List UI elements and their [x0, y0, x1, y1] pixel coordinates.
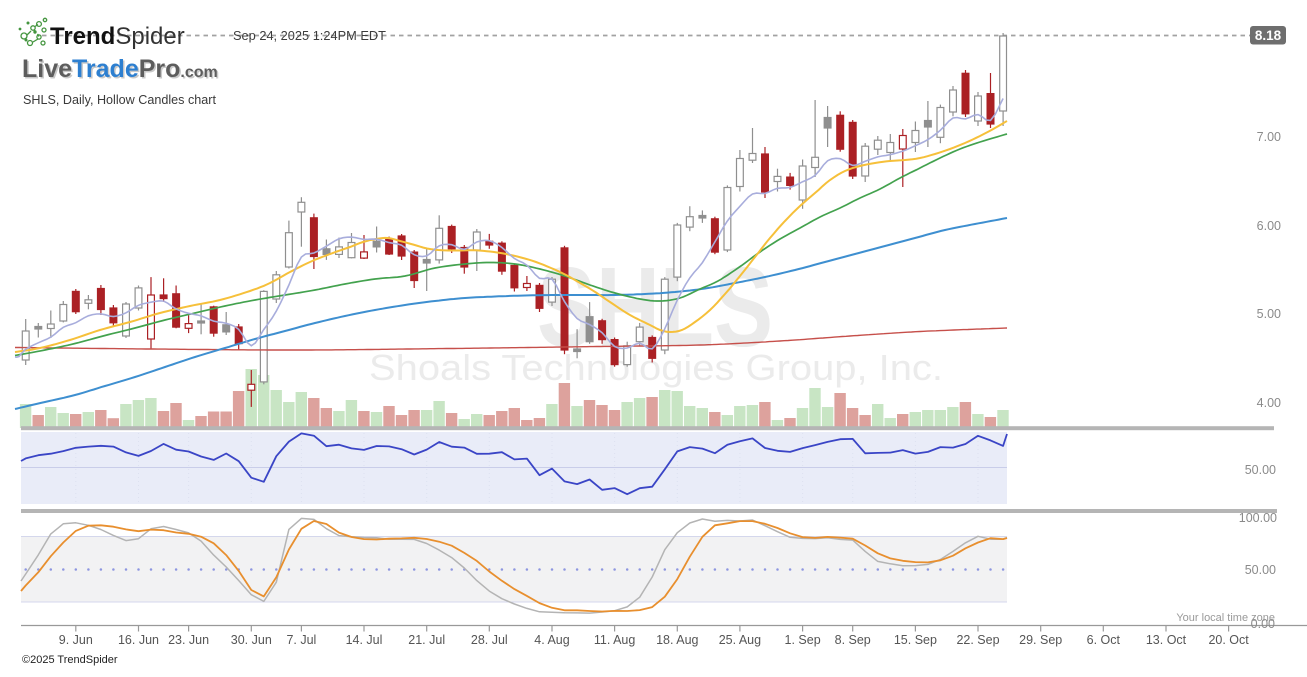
svg-text:25. Aug: 25. Aug: [719, 633, 761, 647]
svg-text:30. Jun: 30. Jun: [231, 633, 272, 647]
svg-text:Sep 24, 2025 1:24PM EDT: Sep 24, 2025 1:24PM EDT: [233, 28, 386, 43]
svg-text:Your local time zone: Your local time zone: [1176, 612, 1275, 624]
svg-text:TrendSpider: TrendSpider: [50, 23, 185, 50]
svg-text:0.00: 0.00: [1251, 617, 1275, 631]
svg-text:1. Sep: 1. Sep: [785, 633, 821, 647]
svg-text:13. Oct: 13. Oct: [1146, 633, 1187, 647]
svg-text:18. Aug: 18. Aug: [656, 633, 698, 647]
svg-text:16. Jun: 16. Jun: [118, 633, 159, 647]
svg-text:28. Jul: 28. Jul: [471, 633, 508, 647]
svg-text:©2025 TrendSpider: ©2025 TrendSpider: [22, 654, 118, 666]
svg-text:8. Sep: 8. Sep: [835, 633, 871, 647]
svg-text:23. Jun: 23. Jun: [168, 633, 209, 647]
svg-text:50.00: 50.00: [1245, 463, 1276, 477]
svg-text:6.00: 6.00: [1257, 219, 1281, 233]
svg-text:15. Sep: 15. Sep: [894, 633, 937, 647]
svg-text:7.00: 7.00: [1257, 130, 1281, 144]
svg-text:50.00: 50.00: [1245, 563, 1276, 577]
svg-text:8.18: 8.18: [1255, 28, 1282, 43]
svg-text:21. Jul: 21. Jul: [408, 633, 445, 647]
svg-text:22. Sep: 22. Sep: [956, 633, 999, 647]
svg-text:29. Sep: 29. Sep: [1019, 633, 1062, 647]
svg-text:4. Aug: 4. Aug: [534, 633, 569, 647]
svg-text:SHLS, Daily, Hollow Candles ch: SHLS, Daily, Hollow Candles chart: [23, 93, 216, 107]
svg-text:100.00: 100.00: [1239, 511, 1277, 525]
svg-text:7. Jul: 7. Jul: [286, 633, 316, 647]
svg-text:20. Oct: 20. Oct: [1208, 633, 1249, 647]
svg-text:4.00: 4.00: [1257, 396, 1281, 410]
svg-text:11. Aug: 11. Aug: [594, 633, 636, 647]
svg-text:14. Jul: 14. Jul: [346, 633, 383, 647]
svg-text:5.00: 5.00: [1257, 307, 1281, 321]
svg-text:9. Jun: 9. Jun: [59, 633, 93, 647]
svg-text:6. Oct: 6. Oct: [1087, 633, 1121, 647]
